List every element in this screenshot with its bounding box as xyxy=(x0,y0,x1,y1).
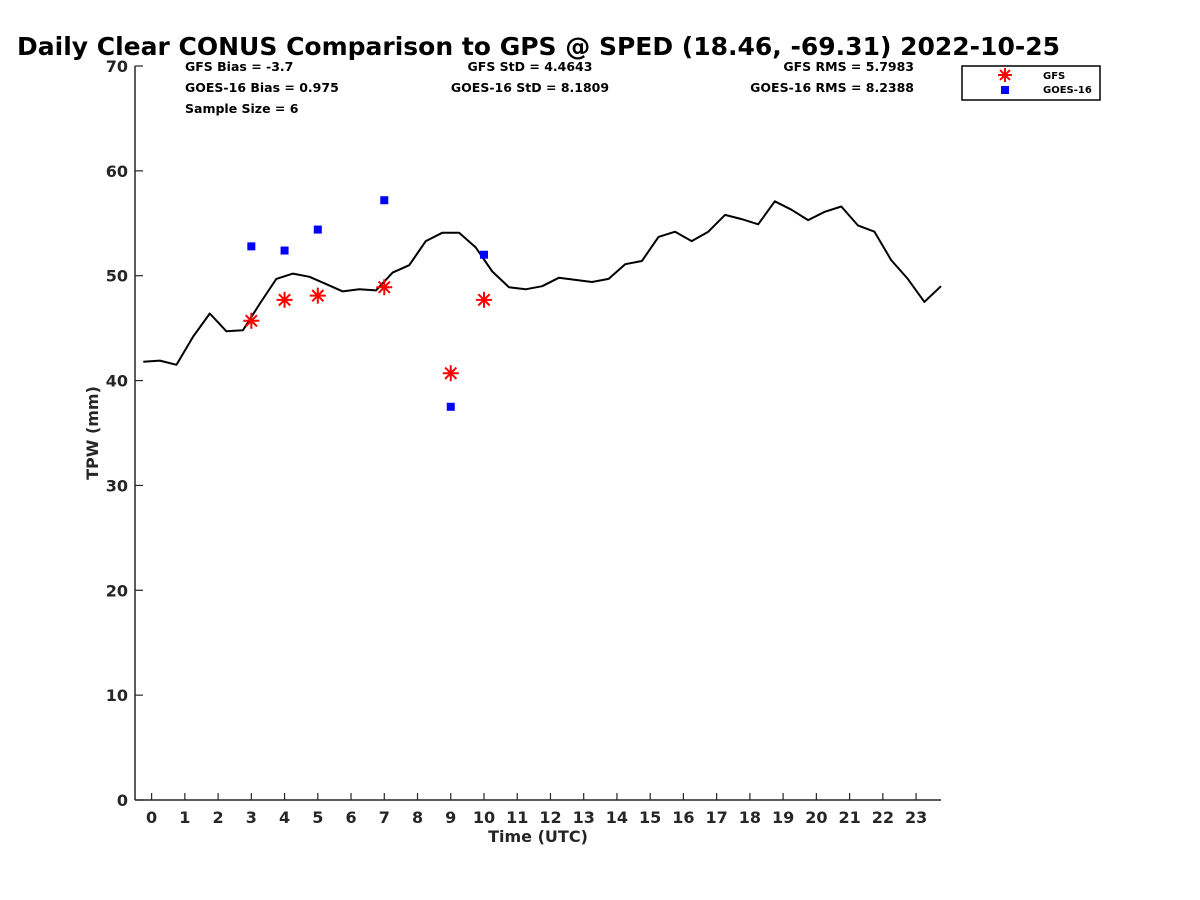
gfs-point xyxy=(475,291,492,308)
x-tick-label: 13 xyxy=(573,808,595,827)
y-tick-label: 70 xyxy=(106,57,128,76)
goes16-point xyxy=(280,246,289,255)
y-tick-label: 0 xyxy=(117,791,128,810)
x-tick-label: 5 xyxy=(312,808,323,827)
series-markers xyxy=(243,196,492,411)
x-tick-label: 12 xyxy=(539,808,561,827)
y-tick-label: 20 xyxy=(106,581,128,600)
gfs-point xyxy=(276,291,293,308)
legend-box xyxy=(961,65,1101,101)
x-tick-label: 23 xyxy=(905,808,927,827)
chart-title: Daily Clear CONUS Comparison to GPS @ SP… xyxy=(17,32,1060,61)
gfs-rms-label: GFS RMS = 5.7983 xyxy=(783,59,914,74)
gfs-point xyxy=(376,279,393,296)
legend: GFS GOES-16 xyxy=(961,65,1101,101)
gfs-point xyxy=(243,312,260,329)
goes16-point xyxy=(313,225,322,234)
goes16-point xyxy=(247,242,256,251)
x-axis-label: Time (UTC) xyxy=(488,827,588,846)
goes-bias-label: GOES-16 Bias = 0.975 xyxy=(185,80,339,95)
x-tick-label: 2 xyxy=(213,808,224,827)
gfs-std-label: GFS StD = 4.4643 xyxy=(468,59,593,74)
y-tick-label: 50 xyxy=(106,267,128,286)
x-tick-label: 21 xyxy=(838,808,860,827)
x-tick-label: 15 xyxy=(639,808,661,827)
legend-gfs-marker xyxy=(998,68,1012,82)
x-tick-label: 6 xyxy=(345,808,356,827)
goes-rms-label: GOES-16 RMS = 8.2388 xyxy=(750,80,914,95)
y-tick-label: 30 xyxy=(106,476,128,495)
x-tick-label: 17 xyxy=(706,808,728,827)
goes-std-label: GOES-16 StD = 8.1809 xyxy=(451,80,609,95)
legend-goes-marker xyxy=(1001,86,1009,94)
x-tick-label: 20 xyxy=(805,808,827,827)
x-tick-label: 18 xyxy=(739,808,761,827)
goes16-point xyxy=(446,402,455,411)
sample-size-label: Sample Size = 6 xyxy=(185,101,299,116)
x-tick-label: 22 xyxy=(872,808,894,827)
x-tick-label: 3 xyxy=(246,808,257,827)
x-tick-label: 9 xyxy=(445,808,456,827)
gfs-point xyxy=(309,287,326,304)
gfs-bias-label: GFS Bias = -3.7 xyxy=(185,59,293,74)
x-tick-label: 4 xyxy=(279,808,290,827)
y-axis-label: TPW (mm) xyxy=(83,386,102,480)
gps-series-line xyxy=(143,200,942,366)
goes16-point xyxy=(479,250,488,259)
x-tick-label: 16 xyxy=(672,808,694,827)
y-tick-label: 10 xyxy=(106,686,128,705)
x-tick-label: 10 xyxy=(473,808,495,827)
x-tick-label: 8 xyxy=(412,808,423,827)
y-tick-label: 40 xyxy=(106,372,128,391)
goes16-point xyxy=(380,196,389,205)
x-tick-label: 1 xyxy=(179,808,190,827)
legend-gfs-label: GFS xyxy=(1043,71,1065,82)
y-tick-label: 60 xyxy=(106,162,128,181)
legend-gfs-asterisk xyxy=(998,68,1012,82)
x-tick-label: 11 xyxy=(506,808,528,827)
legend-goes-label: GOES-16 xyxy=(1043,85,1092,96)
x-tick-label: 0 xyxy=(146,808,157,827)
y-axis-ticks: 0 10 20 30 40 50 60 70 xyxy=(106,57,143,810)
gfs-point xyxy=(442,365,459,382)
x-axis-ticks: 0 1 2 3 4 5 6 7 8 9 10 11 12 13 14 15 16 17 18 19 20 21 22 23 xyxy=(146,793,927,827)
x-tick-label: 7 xyxy=(379,808,390,827)
x-tick-label: 19 xyxy=(772,808,794,827)
x-tick-label: 14 xyxy=(606,808,628,827)
